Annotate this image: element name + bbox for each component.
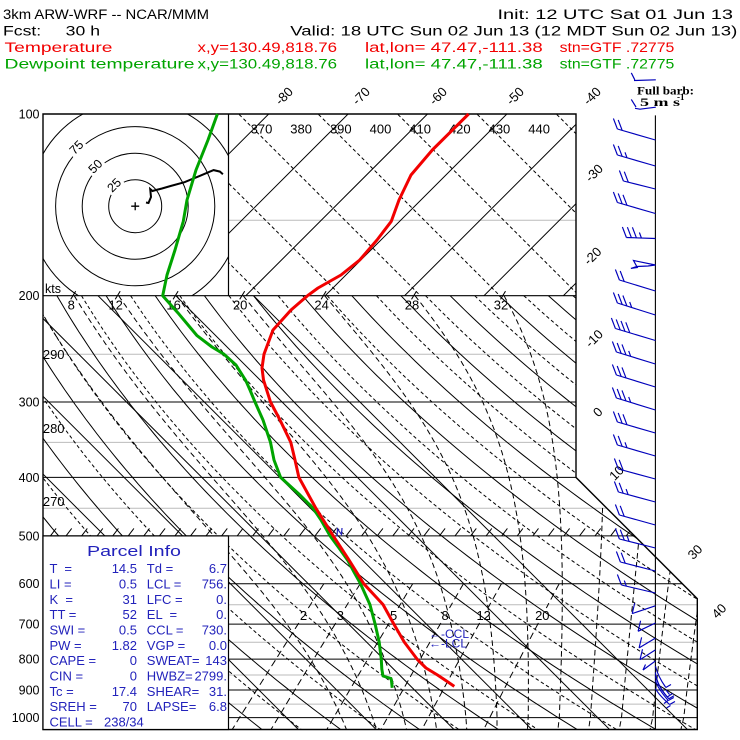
svg-text:800: 800 (19, 653, 40, 667)
svg-text:52: 52 (123, 607, 137, 622)
svg-text:756.: 756. (202, 577, 227, 592)
svg-text:12: 12 (476, 608, 490, 623)
svg-text:Valid: 18 UTC Sun 02 Jun 13 (1: Valid: 18 UTC Sun 02 Jun 13 (12 MDT Sun … (290, 24, 737, 39)
svg-text:8: 8 (441, 608, 448, 623)
svg-text:LCL =: LCL = (147, 577, 182, 592)
svg-text:SHEAR=: SHEAR= (147, 684, 199, 699)
svg-text:0.: 0. (216, 607, 227, 622)
svg-text:←-LCL: ←-LCL (429, 637, 467, 651)
svg-text:400: 400 (19, 471, 40, 485)
svg-text:70: 70 (123, 699, 137, 714)
svg-text:CCL =: CCL = (147, 623, 184, 638)
svg-text:kts: kts (45, 282, 61, 296)
svg-text:HWBZ=: HWBZ= (147, 669, 193, 684)
svg-text:CAPE =: CAPE = (50, 653, 97, 668)
svg-text:290: 290 (43, 347, 65, 362)
svg-text:5: 5 (390, 608, 397, 623)
svg-text:TT =: TT = (50, 607, 77, 622)
svg-text:420: 420 (449, 122, 471, 137)
svg-text:6.8: 6.8 (209, 699, 227, 714)
svg-text:28: 28 (405, 298, 419, 313)
svg-text:3km ARW-WRF -- NCAR/MMM: 3km ARW-WRF -- NCAR/MMM (3, 7, 209, 22)
svg-text:31: 31 (123, 592, 137, 607)
svg-text:730.: 730. (202, 623, 227, 638)
svg-text:stn=GTF .72775: stn=GTF .72775 (560, 57, 675, 72)
svg-text:14.5: 14.5 (112, 561, 137, 576)
svg-text:stn=GTF .72775: stn=GTF .72775 (560, 40, 675, 55)
svg-text:1000: 1000 (12, 711, 40, 725)
svg-text:2: 2 (300, 608, 307, 623)
svg-text:20: 20 (233, 298, 247, 313)
svg-text:1.82: 1.82 (112, 638, 137, 653)
svg-text:900: 900 (19, 684, 40, 698)
svg-text:32: 32 (494, 298, 508, 313)
svg-text:Td =: Td = (147, 561, 173, 576)
svg-text:700: 700 (19, 618, 40, 632)
svg-text:440: 440 (528, 122, 550, 137)
svg-text:400: 400 (370, 122, 392, 137)
svg-text:LAPSE=: LAPSE= (147, 699, 197, 714)
svg-text:6.7: 6.7 (209, 561, 227, 576)
svg-text:430: 430 (489, 122, 511, 137)
svg-text:0: 0 (130, 653, 137, 668)
svg-text:200: 200 (19, 289, 40, 303)
svg-text:3: 3 (337, 608, 344, 623)
svg-text:31.: 31. (209, 684, 227, 699)
svg-text:LFC =: LFC = (147, 592, 183, 607)
svg-text:Temperature: Temperature (5, 40, 113, 55)
svg-text:Full barb:: Full barb: (637, 86, 694, 98)
svg-text:Init: 12 UTC Sat 01 Jun 13: Init: 12 UTC Sat 01 Jun 13 (498, 7, 734, 22)
svg-text:20: 20 (535, 608, 549, 623)
svg-text:x,y=130.49,818.76: x,y=130.49,818.76 (198, 57, 338, 72)
svg-text:lat,lon= 47.47,-111.38: lat,lon= 47.47,-111.38 (365, 40, 543, 55)
svg-text:PW =: PW = (50, 638, 82, 653)
svg-text:x,y=130.49,818.76: x,y=130.49,818.76 (198, 40, 338, 55)
svg-text:390: 390 (330, 122, 352, 137)
svg-text:SWI =: SWI = (50, 623, 86, 638)
svg-text:0.0: 0.0 (209, 638, 227, 653)
svg-text:-1: -1 (677, 92, 685, 102)
svg-text:←-CCL: ←-CCL (429, 627, 469, 641)
svg-text:2799.: 2799. (194, 669, 227, 684)
svg-text:16: 16 (166, 298, 180, 313)
svg-text:270: 270 (43, 494, 65, 509)
svg-text:0.5: 0.5 (119, 623, 137, 638)
svg-text:600: 600 (19, 577, 40, 591)
svg-text:280: 280 (43, 421, 65, 436)
svg-text:SWEAT=: SWEAT= (147, 653, 200, 668)
svg-text:17.4: 17.4 (112, 684, 137, 699)
svg-text:CELL =: CELL = (50, 715, 93, 730)
svg-text:0.: 0. (216, 592, 227, 607)
svg-text:0: 0 (130, 669, 137, 684)
svg-text:238/34: 238/34 (104, 715, 144, 730)
svg-text:380: 380 (290, 122, 312, 137)
svg-text:24: 24 (314, 298, 328, 313)
svg-text:Parcel Info: Parcel Info (87, 543, 181, 560)
svg-text:500: 500 (19, 529, 40, 543)
svg-text:lat,lon= 47.47,-111.38: lat,lon= 47.47,-111.38 (365, 57, 543, 72)
svg-text:143: 143 (205, 653, 227, 668)
svg-text:VGP =: VGP = (147, 638, 185, 653)
svg-text:0.5: 0.5 (119, 577, 137, 592)
svg-text:410: 410 (409, 122, 431, 137)
svg-text:Dewpoint temperature: Dewpoint temperature (5, 57, 195, 72)
svg-text:Fcst: 30 h: Fcst: 30 h (3, 24, 100, 39)
svg-text:EL =: EL = (147, 607, 177, 622)
svg-text:LI =: LI = (50, 577, 72, 592)
svg-text:T =: T = (50, 561, 73, 576)
svg-text:300: 300 (19, 396, 40, 410)
svg-text:SREH =: SREH = (50, 699, 97, 714)
svg-text:8: 8 (68, 298, 75, 313)
svg-text:100: 100 (19, 108, 40, 122)
svg-text:Tc =: Tc = (50, 684, 74, 699)
svg-text:12: 12 (108, 298, 122, 313)
svg-text:5 m s: 5 m s (640, 97, 681, 109)
svg-text:370: 370 (251, 122, 273, 137)
svg-text:CIN =: CIN = (50, 669, 84, 684)
svg-text:K =: K = (50, 592, 74, 607)
